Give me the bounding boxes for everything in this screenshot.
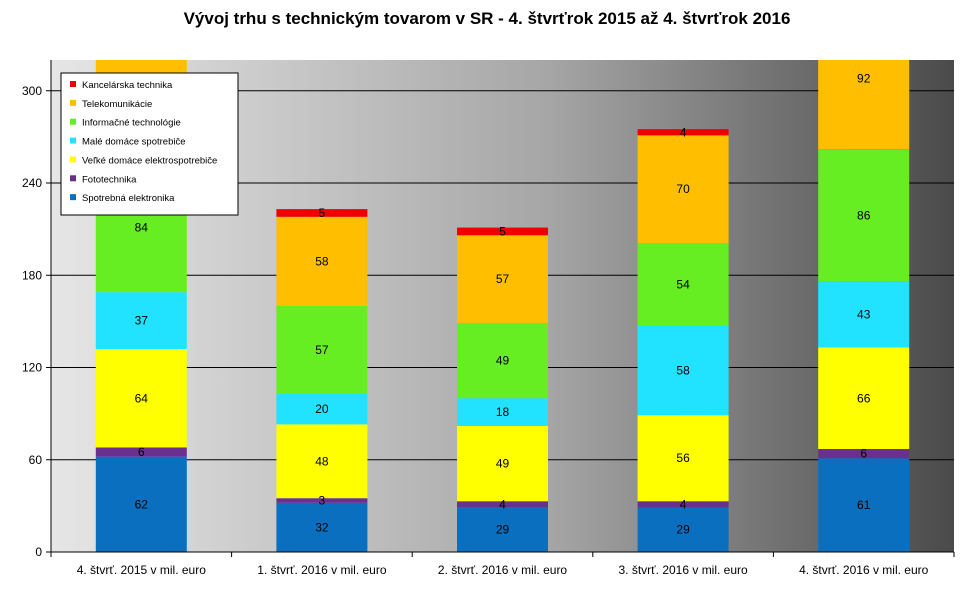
data-label: 86 bbox=[857, 208, 871, 222]
bar-segment bbox=[818, 448, 910, 459]
legend-label: Spotrebná elektronika bbox=[82, 193, 175, 204]
bar-segment bbox=[457, 425, 548, 502]
data-label: 84 bbox=[135, 221, 149, 235]
y-tick-label: 300 bbox=[22, 84, 42, 98]
y-tick-label: 180 bbox=[22, 268, 42, 282]
legend-label: Kancelárska technika bbox=[82, 80, 173, 91]
data-label: 58 bbox=[676, 364, 690, 378]
bar-segment bbox=[457, 398, 548, 426]
x-category-label: 4. štvrť. 2015 v mil. euro bbox=[77, 563, 207, 577]
bar-segment bbox=[818, 458, 910, 552]
data-label: 18 bbox=[496, 405, 510, 419]
legend-swatch bbox=[70, 156, 76, 163]
data-label: 29 bbox=[676, 523, 690, 537]
legend-swatch bbox=[70, 175, 76, 182]
legend-swatch bbox=[70, 137, 76, 144]
x-category-label: 4. štvrť. 2016 v mil. euro bbox=[799, 563, 929, 577]
bar-segment bbox=[637, 501, 729, 508]
bar-segment bbox=[276, 424, 368, 499]
data-label: 66 bbox=[857, 391, 871, 405]
y-tick-label: 60 bbox=[29, 453, 43, 467]
bar-segment bbox=[276, 393, 368, 425]
data-label: 4 bbox=[499, 497, 506, 511]
data-label: 48 bbox=[315, 454, 329, 468]
bar-segment bbox=[96, 15, 187, 21]
data-label: 6 bbox=[860, 447, 867, 461]
data-label: 3 bbox=[319, 493, 326, 507]
data-label: 64 bbox=[135, 391, 149, 405]
data-label: 57 bbox=[496, 272, 510, 286]
bar-segment bbox=[95, 456, 187, 552]
legend-label: Telekomunikácie bbox=[82, 99, 152, 110]
legend-label: Veľké domáce elektrospotrebiče bbox=[82, 155, 217, 166]
bar-segment bbox=[276, 216, 368, 306]
bar-segment bbox=[95, 292, 187, 350]
bar-segment bbox=[95, 349, 187, 448]
bar-segment bbox=[818, 347, 910, 449]
data-label: 5 bbox=[319, 206, 326, 220]
data-labels: 6266437849232348205758529449184957529456… bbox=[135, 71, 871, 536]
data-label: 6 bbox=[138, 445, 145, 459]
data-label: 4 bbox=[680, 125, 687, 139]
data-label: 4 bbox=[680, 497, 687, 511]
legend-box bbox=[60, 72, 239, 216]
bar-segment bbox=[276, 502, 368, 552]
data-label: 70 bbox=[676, 182, 690, 196]
data-label: 20 bbox=[315, 402, 329, 416]
data-label: 54 bbox=[676, 277, 690, 291]
bar-segment bbox=[818, 149, 910, 282]
data-label: 29 bbox=[496, 523, 510, 537]
data-label: 5 bbox=[499, 224, 506, 238]
legend-swatch bbox=[70, 118, 76, 125]
data-label: 43 bbox=[857, 307, 871, 321]
bar-segment bbox=[457, 227, 548, 236]
bar-segment bbox=[95, 447, 187, 457]
legend-label: Informačné technológie bbox=[82, 118, 181, 129]
legend-swatch bbox=[70, 194, 76, 201]
data-label: 37 bbox=[135, 314, 149, 328]
data-label: 57 bbox=[315, 343, 329, 357]
bar-segment bbox=[637, 135, 729, 243]
data-label: 58 bbox=[315, 254, 329, 268]
x-category-label: 1. štvrť. 2016 v mil. euro bbox=[257, 563, 387, 577]
legend-label: Fototechnika bbox=[82, 174, 137, 185]
legend-swatch bbox=[70, 99, 76, 106]
axes: 0 60 120 180 240 300 4. štvrť. 2015 v mil. eur… bbox=[22, 60, 955, 577]
bar-segment bbox=[276, 306, 368, 394]
bar-segment bbox=[457, 507, 548, 552]
bar-segment bbox=[276, 498, 368, 503]
data-label: 61 bbox=[857, 498, 871, 512]
data-label: 32 bbox=[315, 520, 329, 534]
y-tick-label: 0 bbox=[35, 545, 42, 559]
y-tick-label: 240 bbox=[22, 176, 42, 190]
chart-title: Vývoj trhu s technickým tovarom v SR - 4… bbox=[184, 9, 791, 28]
bar-segment bbox=[457, 235, 548, 323]
bar-segment bbox=[818, 2, 909, 8]
legend: Kancelárska technika Telekomunikácie Infor… bbox=[60, 72, 239, 216]
bar-segment bbox=[276, 209, 368, 217]
legend-swatch bbox=[70, 81, 76, 87]
bar-segment bbox=[818, 281, 910, 348]
data-label: 49 bbox=[496, 354, 510, 368]
bar-segment bbox=[457, 501, 548, 508]
legend-label: Malé domáce spotrebiče bbox=[82, 137, 186, 148]
bar-segment bbox=[637, 325, 729, 416]
bar-segment bbox=[637, 507, 729, 552]
y-tick-label: 120 bbox=[22, 361, 42, 375]
x-category-label: 2. štvrť. 2016 v mil. euro bbox=[438, 563, 568, 577]
data-label: 62 bbox=[135, 497, 149, 511]
x-category-label: 3. štvrť. 2016 v mil. euro bbox=[618, 563, 748, 577]
bar-segment bbox=[818, 60, 910, 150]
bar-segment bbox=[637, 129, 729, 136]
bar-segment bbox=[637, 415, 729, 502]
bar-segment bbox=[457, 322, 548, 399]
data-label: 49 bbox=[496, 457, 510, 471]
data-label: 92 bbox=[857, 71, 871, 85]
data-label: 56 bbox=[676, 451, 690, 465]
bar-segment bbox=[637, 242, 729, 326]
